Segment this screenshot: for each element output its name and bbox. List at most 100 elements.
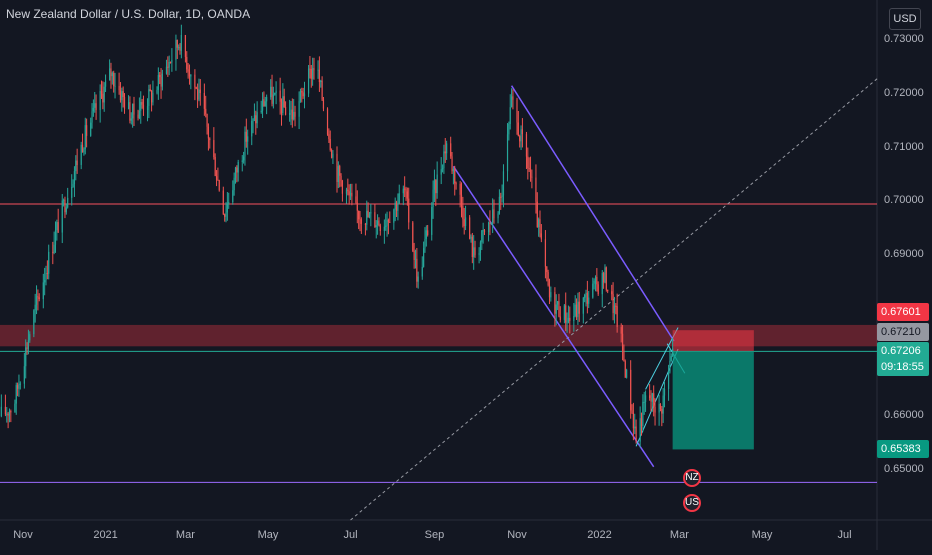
candle-body: [575, 304, 578, 318]
candle-body: [4, 406, 7, 415]
candle-body: [463, 219, 465, 227]
candle-body: [29, 334, 31, 341]
candle-body: [142, 104, 145, 110]
candle-body: [207, 126, 210, 139]
candle-body: [282, 96, 284, 113]
x-tick-label: Mar: [175, 529, 195, 541]
candle-body: [313, 68, 315, 71]
candle-body: [121, 91, 123, 101]
candle-body: [251, 120, 253, 137]
candle-body: [394, 202, 396, 210]
candle-body: [90, 122, 92, 136]
candle-body: [228, 202, 230, 204]
candle-body: [336, 153, 338, 183]
us-flag-icon[interactable]: US: [683, 494, 701, 512]
x-tick-label: May: [751, 529, 773, 541]
candle-body: [266, 97, 268, 102]
candle-body: [479, 242, 482, 253]
candle-body: [624, 361, 626, 378]
candle-body: [531, 176, 533, 178]
candle-body: [271, 86, 273, 104]
candle-body: [623, 350, 625, 362]
currency-button[interactable]: USD: [889, 8, 921, 30]
candle-body: [525, 134, 528, 157]
candle-body: [165, 66, 168, 74]
candle-body: [318, 69, 321, 83]
candle-body: [252, 118, 254, 121]
y-tick-label: 0.66000: [884, 409, 924, 422]
candle-body: [487, 222, 490, 233]
candle-body: [71, 186, 73, 198]
y-tick-label: 0.72000: [884, 86, 924, 99]
candle-body: [38, 297, 40, 300]
candle-body: [519, 136, 521, 142]
candle-body: [176, 40, 178, 48]
candle-body: [490, 222, 492, 224]
nz-flag-icon[interactable]: NZ: [683, 469, 701, 487]
candle-body: [368, 213, 371, 218]
candle-body: [473, 247, 475, 257]
candle-body: [554, 292, 556, 314]
candle-body: [64, 199, 66, 213]
candle-body: [160, 76, 162, 87]
candle-body: [0, 406, 2, 417]
candle-body: [489, 222, 491, 224]
candle-body: [578, 301, 580, 314]
candle-body: [667, 371, 670, 389]
candle-body: [559, 316, 561, 320]
candle-body: [450, 143, 452, 157]
candle-body: [178, 47, 180, 49]
candle-body: [247, 136, 249, 142]
candle-body: [321, 80, 323, 100]
candle-body: [206, 113, 208, 127]
target-price-tag: 0.67601: [877, 303, 929, 321]
candle-body: [94, 103, 96, 108]
candle-body: [209, 138, 211, 141]
candle-body: [330, 149, 333, 158]
candle-body: [81, 144, 84, 153]
candle-body: [653, 393, 655, 408]
candle-body: [307, 68, 310, 94]
candle-body: [613, 305, 616, 314]
candle-body: [199, 89, 201, 93]
candle-body: [122, 91, 124, 97]
candle-body: [280, 101, 283, 113]
candle-body: [632, 412, 634, 429]
candle-body: [243, 156, 245, 161]
candle-body: [577, 301, 579, 318]
candle-body: [76, 160, 78, 165]
candle-body: [605, 267, 607, 290]
candle-body: [234, 167, 237, 178]
candle-body: [435, 180, 437, 194]
candle-body: [462, 205, 464, 220]
candle-body: [6, 413, 8, 415]
candle-body: [299, 91, 302, 102]
candle-body: [150, 91, 153, 103]
candle-body: [167, 66, 169, 68]
candle-body: [672, 348, 674, 357]
candle-body: [44, 280, 46, 283]
candle-body: [290, 109, 292, 114]
candle-body: [364, 223, 367, 225]
candle-body: [53, 244, 55, 253]
candle-body: [100, 91, 103, 94]
candle-body: [302, 92, 304, 97]
candle-body: [73, 171, 76, 185]
candle-body: [620, 327, 622, 334]
candle-body: [157, 75, 159, 90]
candle-body: [611, 291, 613, 295]
candle-body: [188, 71, 191, 77]
candle-body: [310, 68, 312, 79]
candle-body: [423, 248, 425, 267]
candle-body: [582, 297, 584, 314]
candle-body: [404, 188, 406, 190]
candle-body: [16, 385, 19, 389]
candle-body: [42, 282, 44, 300]
candle-body: [370, 212, 372, 214]
candle-body: [146, 106, 149, 110]
candle-body: [92, 107, 94, 112]
candle-body: [497, 213, 499, 219]
y-tick-label: 0.65000: [884, 463, 924, 475]
